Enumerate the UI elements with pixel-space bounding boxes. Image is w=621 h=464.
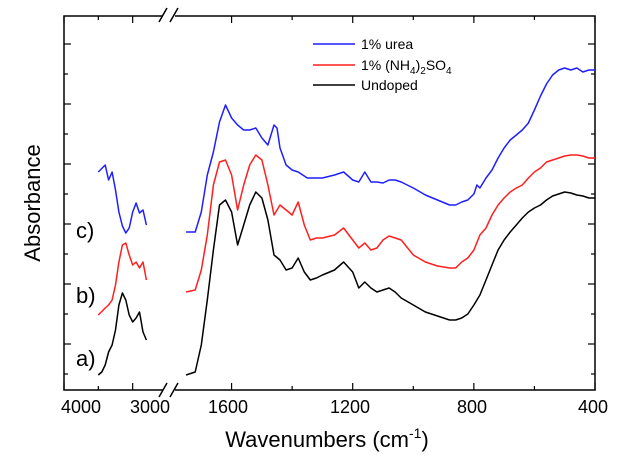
legend-label-urea: 1% urea bbox=[361, 36, 413, 52]
legend-ammonium-sub-1: 4 bbox=[410, 66, 416, 77]
legend: 1% urea 1% (NH4)2SO4 Undoped bbox=[313, 36, 452, 93]
trace-label-a: a) bbox=[76, 346, 96, 371]
x-tick-label-400: 400 bbox=[578, 397, 608, 417]
legend-ammonium-part-1: 1% (NH bbox=[361, 57, 410, 73]
series-line-1-nh4-2so4-left bbox=[97, 242, 148, 316]
x-axis-title-sup: -1 bbox=[409, 425, 422, 441]
trace-label-b: b) bbox=[76, 283, 96, 308]
trace-label-c: c) bbox=[76, 218, 94, 243]
y-axis-title: Absorbance bbox=[20, 144, 45, 261]
series-line-undoped-right bbox=[185, 191, 595, 376]
x-tick-label-800: 800 bbox=[457, 397, 487, 417]
legend-ammonium-sub-2: 2 bbox=[420, 66, 426, 77]
legend-label-undoped: Undoped bbox=[361, 77, 418, 93]
legend-ammonium-part-2: ) bbox=[416, 57, 421, 73]
legend-ammonium-part-3: SO bbox=[426, 57, 446, 73]
series-group bbox=[97, 67, 595, 376]
series-line-1-urea-right bbox=[186, 67, 595, 233]
legend-label-ammonium-sulfate: 1% (NH4)2SO4 bbox=[361, 57, 452, 77]
x-axis-title-main: Wavenumbers (cm bbox=[225, 427, 409, 452]
x-tick-label-4000: 4000 bbox=[61, 397, 101, 417]
series-line-1-urea-left bbox=[97, 164, 148, 234]
x-tick-label-3000: 3000 bbox=[130, 397, 170, 417]
legend-ammonium-sub-3: 4 bbox=[446, 66, 452, 77]
axis-break-mark-top-2 bbox=[169, 7, 179, 23]
axis-break-mark-top-1 bbox=[158, 7, 168, 23]
plot-frame bbox=[63, 15, 596, 391]
x-tick-label-1600: 1600 bbox=[208, 397, 248, 417]
axis-break-mark-bottom-2 bbox=[169, 382, 179, 398]
series-line-1-nh4-2so4-right bbox=[185, 154, 595, 293]
series-line-undoped-left bbox=[97, 292, 148, 376]
axis-ticks bbox=[63, 16, 596, 390]
x-axis-title-close: ) bbox=[421, 427, 428, 452]
axis-break-mark-bottom-1 bbox=[158, 382, 168, 398]
x-axis-title: Wavenumbers (cm-1) bbox=[225, 425, 429, 452]
x-tick-label-1200: 1200 bbox=[330, 397, 370, 417]
